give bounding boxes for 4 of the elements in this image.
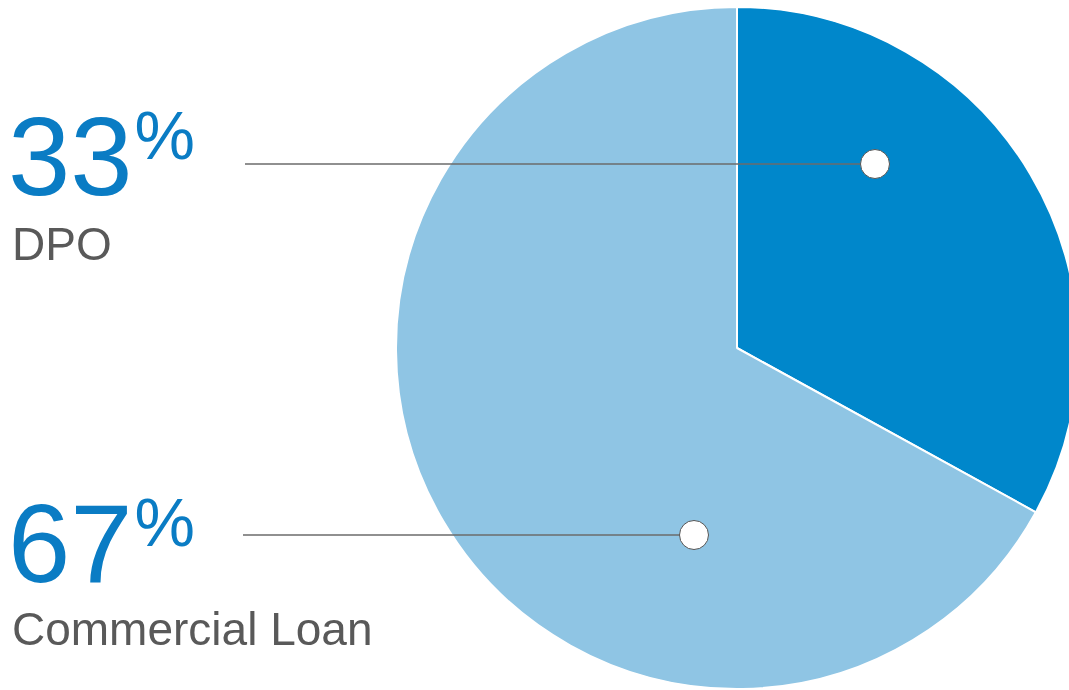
data-label: 33%: [8, 94, 196, 219]
slice-label: Commercial Loan: [12, 603, 373, 655]
data-label: 67%: [8, 481, 196, 606]
slice-label: DPO: [12, 218, 112, 270]
